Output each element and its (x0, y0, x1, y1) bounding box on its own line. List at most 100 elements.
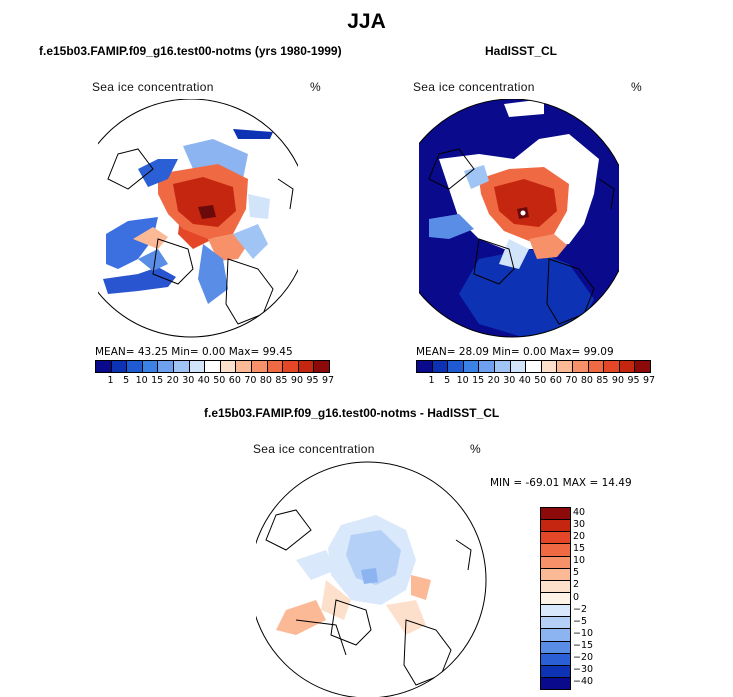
colorbar-tick-label: 30 (182, 375, 195, 386)
colorbar-tick-label: 40 (518, 375, 531, 386)
left-map-units: % (310, 80, 321, 94)
colorbar-swatch (635, 361, 650, 372)
diff-colorbar-tick-label: 5 (573, 567, 580, 579)
diff-colorbar-tick-label: −2 (573, 603, 588, 615)
diff-colorbar (540, 507, 571, 690)
colorbar-tick-label: 1 (107, 375, 114, 386)
left-polar-map (98, 99, 298, 338)
colorbar-tick-label: 97 (643, 375, 656, 386)
colorbar-swatch (189, 361, 206, 372)
diff-colorbar-swatch (541, 641, 570, 654)
colorbar-tick-label: 50 (213, 375, 226, 386)
colorbar-tick-label: 85 (596, 375, 609, 386)
right-colorbar-ticks: 1 5 10 15 20 30 40 50 60 70 80 85 90 95 97 (416, 375, 656, 387)
colorbar-tick-label: 80 (259, 375, 272, 386)
left-map-label: Sea ice concentration (92, 80, 214, 94)
colorbar-swatch (619, 361, 636, 372)
diff-colorbar-tick-label: 30 (573, 519, 586, 531)
right-panel-title: HadISST_CL (485, 44, 558, 58)
diff-colorbar-swatch (541, 665, 570, 678)
diff-colorbar-tick-label: 15 (573, 543, 586, 555)
colorbar-swatch (557, 361, 573, 372)
colorbar-tick-label: 20 (487, 375, 500, 386)
colorbar-tick-label: 70 (244, 375, 257, 386)
diff-colorbar-tick-label: 0 (573, 591, 580, 603)
colorbar-swatch (142, 361, 159, 372)
diff-colorbar-tick-label: 10 (573, 555, 586, 567)
colorbar-swatch (220, 361, 237, 372)
diff-map-units: % (470, 442, 481, 456)
diff-colorbar-swatch (541, 677, 570, 690)
colorbar-swatch (236, 361, 252, 372)
colorbar-tick-label: 5 (444, 375, 451, 386)
diff-colorbar-tick-label: −15 (573, 639, 594, 651)
colorbar-swatch (298, 361, 315, 372)
diff-colorbar-tick-label: −20 (573, 651, 594, 663)
colorbar-tick-label: 20 (166, 375, 179, 386)
diff-stats: MIN = -69.01 MAX = 14.49 (490, 477, 632, 489)
page-title: JJA (347, 10, 386, 33)
diff-colorbar-tick-label: −5 (573, 615, 588, 627)
colorbar-tick-label: 85 (275, 375, 288, 386)
diff-colorbar-tick-label: −30 (573, 663, 594, 675)
colorbar-tick-label: 70 (565, 375, 578, 386)
colorbar-swatch (283, 361, 299, 372)
colorbar-tick-label: 90 (290, 375, 304, 386)
colorbar-swatch (479, 361, 495, 372)
diff-colorbar-swatch (541, 568, 570, 581)
colorbar-tick-label: 5 (123, 375, 130, 386)
left-panel-title: f.e15b03.FAMIP.f09_g16.test00-notms (yrs… (39, 44, 342, 58)
colorbar-tick-label: 60 (228, 375, 241, 386)
colorbar-swatch (158, 361, 174, 372)
diff-panel-title: f.e15b03.FAMIP.f09_g16.test00-notms - Ha… (204, 406, 500, 420)
colorbar-swatch (251, 361, 268, 372)
diff-colorbar-swatch (541, 592, 570, 606)
colorbar-tick-label: 15 (472, 375, 485, 386)
diff-colorbar-swatch (541, 617, 570, 630)
colorbar-tick-label: 95 (306, 375, 319, 386)
right-map-units: % (631, 80, 642, 94)
colorbar-tick-label: 30 (503, 375, 516, 386)
colorbar-tick-label: 15 (151, 375, 164, 386)
diff-map-label: Sea ice concentration (253, 442, 375, 456)
diff-colorbar-swatch (541, 532, 570, 545)
colorbar-swatch (526, 361, 542, 372)
diff-colorbar-swatch (541, 580, 570, 593)
colorbar-tick-label: 10 (135, 375, 148, 386)
diff-colorbar-swatch (541, 508, 570, 521)
right-stats: MEAN= 28.09 Min= 0.00 Max= 99.09 (416, 346, 614, 358)
colorbar-swatch (205, 361, 221, 372)
colorbar-swatch (127, 361, 143, 372)
diff-colorbar-swatch (541, 520, 570, 533)
diff-colorbar-swatch (541, 556, 570, 569)
colorbar-swatch (588, 361, 605, 372)
colorbar-swatch (510, 361, 527, 372)
left-colorbar-ticks: 1 5 10 15 20 30 40 50 60 70 80 85 90 95 97 (95, 375, 335, 387)
colorbar-swatch (111, 361, 128, 372)
left-colorbar (95, 360, 330, 373)
diff-colorbar-swatch (541, 544, 570, 557)
colorbar-swatch (267, 361, 284, 372)
colorbar-swatch (463, 361, 480, 372)
right-map-label: Sea ice concentration (413, 80, 535, 94)
diff-colorbar-tick-label: −10 (573, 627, 594, 639)
left-stats: MEAN= 43.25 Min= 0.00 Max= 99.45 (95, 346, 293, 358)
diff-colorbar-tick-label: −40 (573, 675, 594, 687)
diff-colorbar-tick-label: 20 (573, 531, 586, 543)
colorbar-tick-label: 90 (611, 375, 625, 386)
colorbar-tick-label: 1 (428, 375, 435, 386)
colorbar-tick-label: 80 (580, 375, 593, 386)
diff-colorbar-ticks: 40 30 20 15 10 5 2 0 −2 −5 −10 −15 −20 −30 −40 (573, 507, 613, 688)
colorbar-tick-label: 60 (549, 375, 562, 386)
colorbar-swatch (417, 361, 433, 372)
colorbar-swatch (432, 361, 449, 372)
colorbar-swatch (96, 361, 112, 372)
colorbar-swatch (314, 361, 329, 372)
colorbar-swatch (494, 361, 511, 372)
colorbar-tick-label: 97 (322, 375, 335, 386)
diff-polar-map (256, 461, 487, 697)
diff-colorbar-swatch (541, 653, 570, 666)
colorbar-swatch (541, 361, 558, 372)
diff-colorbar-tick-label: 40 (573, 507, 586, 519)
colorbar-tick-label: 40 (197, 375, 210, 386)
